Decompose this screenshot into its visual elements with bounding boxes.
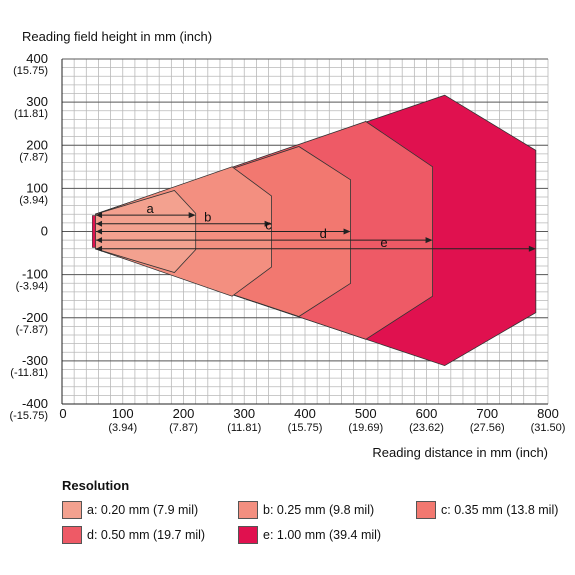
arrow-tail-b [96, 220, 103, 227]
x-axis-label: Reading distance in mm (inch) [372, 445, 548, 460]
axes: 400(15.75)300(11.81)200(7.87)100(3.94)0-… [9, 51, 565, 434]
arrow-tail-e [96, 245, 103, 252]
x-tick-label: 800 [537, 406, 559, 421]
x-tick-sublabel: (7.87) [169, 422, 198, 434]
x-tick-sublabel: (15.75) [288, 422, 323, 434]
y-tick-label: -100 [22, 267, 48, 282]
arrow-tail-a [96, 212, 103, 219]
x-tick-label: 400 [294, 406, 316, 421]
x-tick-label: 300 [233, 406, 255, 421]
x-tick-sublabel: (19.69) [348, 422, 383, 434]
legend-items: a: 0.20 mm (7.9 mil) b: 0.25 mm (9.8 mil… [62, 501, 572, 544]
arrow-head-b [264, 220, 272, 227]
y-tick-sublabel: (11.81) [14, 108, 48, 120]
range-arrows: a b c d e [96, 201, 536, 252]
x-tick-sublabel: (23.62) [409, 422, 444, 434]
range-label-c: c [265, 218, 272, 233]
legend-title: Resolution [62, 478, 130, 493]
scanner-source [92, 215, 96, 248]
range-label-e: e [380, 235, 387, 250]
y-tick-sublabel: (15.75) [13, 65, 48, 77]
arrow-tail-c [96, 228, 103, 235]
x-tick-label: 600 [416, 406, 438, 421]
y-tick-label: 0 [41, 224, 48, 239]
legend-item-c: c: 0.35 mm (13.8 mil) [416, 501, 572, 519]
arrow-head-c [343, 228, 351, 235]
y-tick-label: 200 [26, 137, 48, 152]
y-tick-sublabel: (-3.94) [16, 281, 48, 293]
y-tick-label: 300 [26, 94, 48, 109]
arrow-head-e [528, 245, 536, 252]
x-tick-label: 100 [112, 406, 134, 421]
legend-item-a: a: 0.20 mm (7.9 mil) [62, 501, 238, 519]
legend-swatch-a [62, 501, 82, 519]
x-tick-label: 200 [173, 406, 195, 421]
y-tick-sublabel: (-7.87) [16, 324, 48, 336]
arrow-head-d [425, 237, 433, 244]
arrow-head-a [188, 212, 196, 219]
legend-item-e: e: 1.00 mm (39.4 mil) [238, 526, 416, 544]
legend: Resolution a: 0.20 mm (7.9 mil) b: 0.25 … [62, 478, 572, 544]
y-axis-label: Reading field height in mm (inch) [22, 29, 212, 44]
y-tick-label: -200 [22, 310, 48, 325]
x-tick-sublabel: (3.94) [108, 422, 137, 434]
x-tick-sublabel: (11.81) [227, 422, 261, 434]
legend-item-b: b: 0.25 mm (9.8 mil) [238, 501, 416, 519]
y-tick-sublabel: (3.94) [19, 194, 48, 206]
legend-label-d: d: 0.50 mm (19.7 mil) [87, 528, 206, 542]
legend-swatch-c [416, 501, 436, 519]
legend-swatch-d [62, 526, 82, 544]
y-tick-sublabel: (-11.81) [10, 367, 48, 379]
y-tick-sublabel: (-15.75) [9, 410, 48, 422]
y-tick-sublabel: (7.87) [19, 151, 48, 163]
legend-label-e: e: 1.00 mm (39.4 mil) [263, 528, 382, 542]
legend-label-b: b: 0.25 mm (9.8 mil) [263, 503, 375, 517]
y-tick-label: -300 [22, 353, 48, 368]
legend-item-d: d: 0.50 mm (19.7 mil) [62, 526, 238, 544]
arrow-tail-d [96, 237, 103, 244]
legend-label-a: a: 0.20 mm (7.9 mil) [87, 503, 199, 517]
y-tick-label: 100 [26, 180, 48, 195]
range-label-b: b [204, 210, 211, 225]
x-tick-sublabel: (31.50) [531, 422, 566, 434]
x-tick-label: 0 [59, 406, 66, 421]
x-tick-label: 700 [476, 406, 498, 421]
y-tick-label: -400 [22, 396, 48, 411]
legend-swatch-e [238, 526, 258, 544]
y-tick-label: 400 [26, 51, 48, 66]
range-label-d: d [320, 226, 327, 241]
legend-swatch-b [238, 501, 258, 519]
x-tick-label: 500 [355, 406, 377, 421]
x-tick-sublabel: (27.56) [470, 422, 505, 434]
range-label-a: a [146, 201, 154, 216]
legend-label-c: c: 0.35 mm (13.8 mil) [441, 503, 559, 517]
